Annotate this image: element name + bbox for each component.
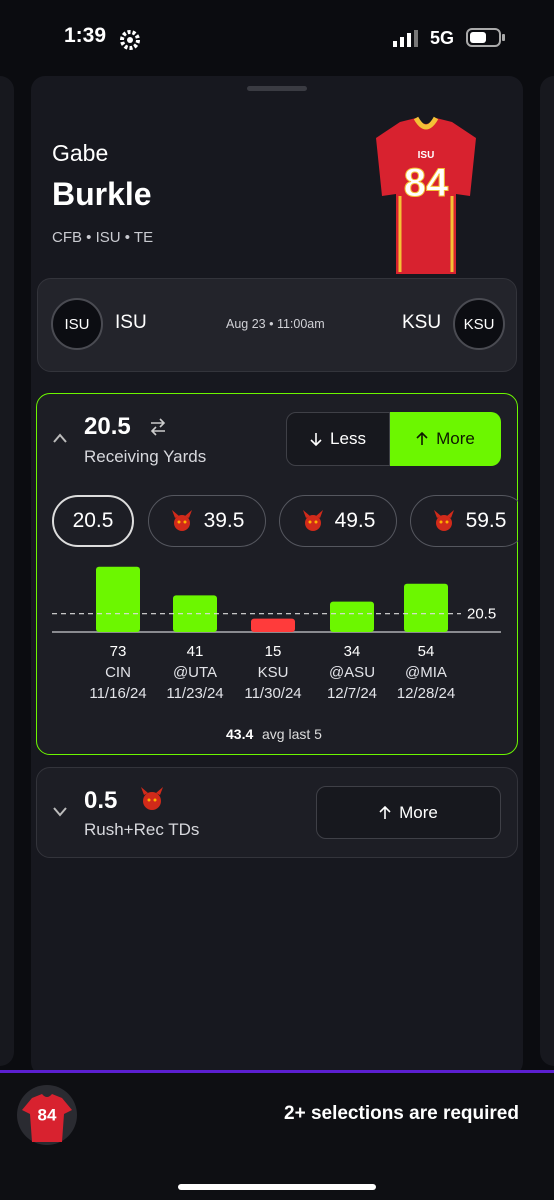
demon-icon: [141, 787, 163, 810]
date-label: 11/30/24: [244, 685, 301, 702]
home-indicator: [178, 1184, 376, 1190]
footer-avatar[interactable]: 84: [16, 1084, 78, 1146]
swap-icon[interactable]: [148, 417, 168, 437]
alt-line-value: 49.5: [334, 509, 376, 532]
battery-icon: [466, 28, 505, 47]
prop-stat: Rush+Rec TDs: [84, 820, 200, 839]
opponent-label: CIN: [105, 664, 131, 681]
bar: [173, 595, 217, 632]
prop-stat: Receiving Yards: [84, 447, 207, 466]
first-name: Gabe: [52, 140, 109, 166]
side-card: [0, 76, 14, 1066]
home-team: ISU: [115, 312, 147, 333]
date-label: 11/23/24: [166, 685, 223, 702]
side-card: [540, 76, 554, 1066]
last-name: Burkle: [52, 176, 152, 212]
up-arrow: [379, 805, 391, 819]
alt-line-pill[interactable]: 39.5: [148, 495, 266, 547]
status-time: 1:39: [64, 24, 107, 47]
more-label: More: [436, 429, 475, 448]
prop-line: 20.5: [84, 413, 131, 440]
footer-message: 2+ selections are required: [284, 1103, 519, 1124]
player-details: CFB • ISU • TE: [52, 229, 154, 246]
opponent-label: @UTA: [173, 664, 217, 681]
alt-line-pill[interactable]: 59.5: [410, 495, 518, 547]
alt-line-value: 39.5: [203, 509, 245, 532]
demon-icon: [302, 510, 323, 531]
away-team: KSU: [402, 312, 442, 333]
settings-icon: [120, 30, 140, 50]
alt-line-pill[interactable]: 49.5: [279, 495, 397, 547]
signal-icon: [393, 30, 418, 47]
less-label: Less: [330, 429, 366, 448]
jersey: ISU 84: [376, 116, 476, 274]
value-label: 54: [418, 643, 435, 660]
jersey-number: 84: [404, 161, 449, 205]
date-label: 12/28/24: [397, 685, 455, 702]
footer-bar: [0, 1070, 554, 1200]
date-label: 12/7/24: [327, 685, 377, 702]
up-arrow: [416, 432, 428, 445]
opponent-label: KSU: [258, 664, 289, 681]
demon-icon: [171, 510, 192, 531]
line-marker-label: 20.5: [467, 606, 496, 623]
more-button[interactable]: More: [316, 786, 501, 839]
avg-label: avg last 5: [262, 726, 322, 742]
less-button[interactable]: Less: [286, 412, 390, 466]
avatar-number: 84: [38, 1105, 57, 1124]
game-time: Aug 23 • 11:00am: [226, 317, 325, 331]
team-badge: KSU: [453, 298, 505, 350]
prop-line: 0.5: [84, 787, 118, 814]
bar: [404, 583, 448, 632]
opponent-label: @MIA: [405, 664, 447, 681]
more-button[interactable]: More: [390, 412, 501, 466]
value-label: 41: [187, 643, 204, 660]
alt-line-value: 59.5: [465, 509, 507, 532]
alt-line-pill[interactable]: 20.5: [52, 495, 134, 547]
bar: [96, 566, 140, 632]
matchup-card: [37, 278, 517, 372]
bar: [251, 618, 295, 632]
alt-lines-row: 20.5 39.5 49.5 59.5: [52, 494, 518, 554]
jersey-team: ISU: [418, 150, 435, 161]
network-label: 5G: [430, 28, 455, 48]
avg-value: 43.4: [226, 726, 254, 742]
expand-chevron[interactable]: [52, 806, 68, 818]
date-label: 11/16/24: [89, 685, 146, 702]
value-label: 34: [344, 643, 361, 660]
drag-handle: [247, 86, 307, 91]
value-label: 15: [265, 643, 282, 660]
value-label: 73: [110, 643, 127, 660]
history-chart: 73 CIN 11/16/24 41 @UTA 11/23/24 15 KSU 11/30/24…: [52, 566, 501, 702]
opponent-label: @ASU: [329, 664, 375, 681]
more-label: More: [399, 802, 438, 822]
demon-icon: [433, 510, 454, 531]
collapse-chevron[interactable]: [52, 432, 68, 444]
team-badge: ISU: [51, 298, 103, 350]
bar: [330, 601, 374, 632]
down-arrow: [310, 433, 322, 446]
